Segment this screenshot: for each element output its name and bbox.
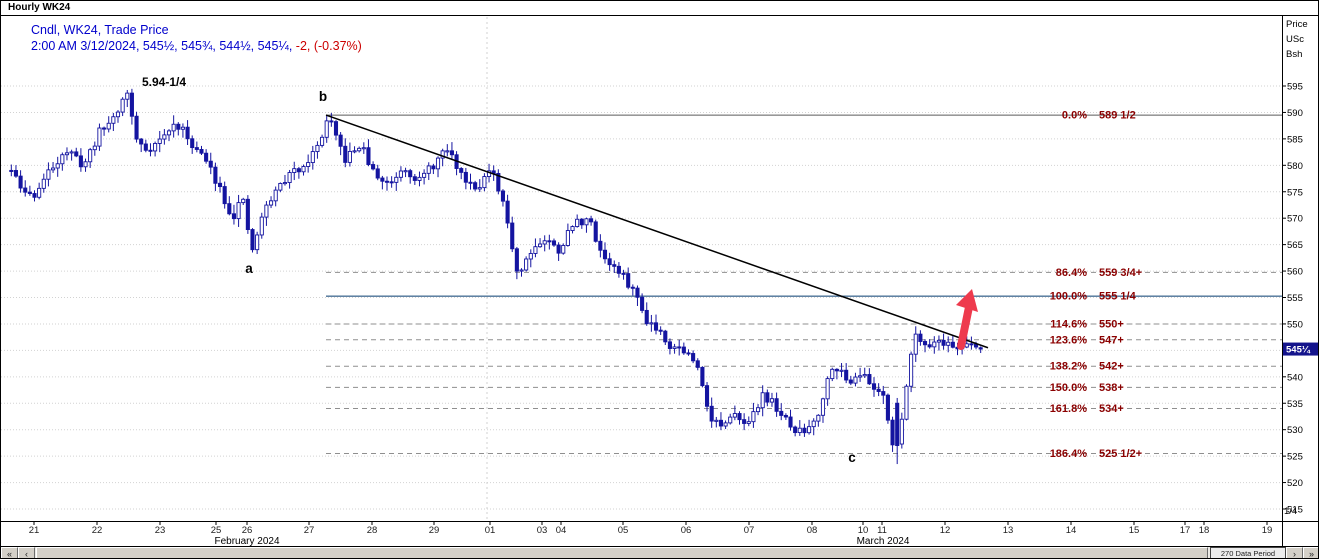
svg-text:17: 17	[1180, 525, 1191, 536]
axis-unit-usc: USc	[1286, 34, 1304, 45]
time-scrollbar[interactable]: « ‹ 270 Data Period › »	[1, 546, 1318, 558]
svg-text:06: 06	[681, 525, 692, 536]
svg-text:538+: 538+	[1099, 382, 1124, 394]
svg-text:21: 21	[29, 525, 40, 536]
svg-text:a: a	[245, 261, 253, 276]
svg-text:01: 01	[485, 525, 496, 536]
svg-text:560: 560	[1287, 267, 1303, 278]
svg-text:07: 07	[744, 525, 755, 536]
svg-text:565: 565	[1287, 240, 1303, 251]
svg-text:542+: 542+	[1099, 361, 1124, 373]
svg-text:28: 28	[367, 525, 378, 536]
svg-text:161.8%: 161.8%	[1050, 403, 1088, 415]
svg-text:535: 535	[1287, 399, 1303, 410]
svg-text:547+: 547+	[1099, 334, 1124, 346]
svg-text:c: c	[848, 450, 856, 465]
series-descriptor: Cndl, WK24, Trade Price	[31, 23, 169, 37]
svg-text:23: 23	[155, 525, 166, 536]
svg-text:555 1/4: 555 1/4	[1099, 291, 1137, 303]
svg-text:0.0%: 0.0%	[1062, 110, 1087, 122]
svg-text:22: 22	[92, 525, 103, 536]
svg-text:12: 12	[940, 525, 951, 536]
svg-text:534+: 534+	[1099, 403, 1124, 415]
svg-text:540: 540	[1287, 372, 1303, 383]
svg-text:150.0%: 150.0%	[1050, 382, 1088, 394]
svg-text:15: 15	[1129, 525, 1140, 536]
svg-text:18: 18	[1199, 525, 1210, 536]
svg-text:04: 04	[556, 525, 567, 536]
svg-text:530: 530	[1287, 425, 1303, 436]
svg-text:13: 13	[1003, 525, 1014, 536]
svg-text:b: b	[319, 89, 327, 104]
window-titlebar: Hourly WK24	[1, 1, 1318, 15]
svg-text:03: 03	[537, 525, 548, 536]
svg-text:525 1/2+: 525 1/2+	[1099, 448, 1142, 460]
svg-text:138.2%: 138.2%	[1050, 361, 1088, 373]
svg-text:March 2024: March 2024	[857, 536, 910, 547]
svg-text:585: 585	[1287, 134, 1303, 145]
svg-text:114.6%: 114.6%	[1050, 318, 1087, 330]
svg-text:86.4%: 86.4%	[1056, 267, 1087, 279]
scroll-first-button[interactable]: «	[1, 547, 18, 558]
svg-text:545¼: 545¼	[1286, 345, 1311, 356]
svg-text:186.4%: 186.4%	[1050, 448, 1088, 460]
svg-text:05: 05	[618, 525, 629, 536]
axis-tick-size-label: 1/4	[1284, 506, 1298, 517]
svg-text:575: 575	[1287, 187, 1303, 198]
svg-text:559 3/4+: 559 3/4+	[1099, 267, 1142, 279]
quote-line: 2:00 AM 3/12/2024, 545½, 545¾, 544½, 545…	[31, 38, 362, 54]
scrollbar-thumb[interactable]	[36, 547, 1208, 558]
svg-text:525: 525	[1287, 452, 1303, 463]
quote-ohlc: 2:00 AM 3/12/2024, 545½, 545¾, 544½, 545…	[31, 39, 293, 53]
axis-unit-bsh: Bsh	[1286, 49, 1303, 60]
svg-text:515: 515	[1287, 505, 1303, 516]
svg-text:11: 11	[877, 525, 887, 536]
scroll-prev-button[interactable]: ‹	[18, 547, 35, 558]
svg-text:590: 590	[1287, 108, 1303, 119]
svg-text:595: 595	[1287, 82, 1303, 93]
quote-change: -2, (-0.37%)	[292, 39, 362, 53]
svg-text:10: 10	[858, 525, 869, 536]
svg-text:29: 29	[429, 525, 440, 536]
svg-text:14: 14	[1066, 525, 1077, 536]
scroll-last-button[interactable]: »	[1303, 547, 1318, 558]
chart-legend: Cndl, WK24, Trade Price 2:00 AM 3/12/202…	[31, 22, 362, 54]
svg-text:5.94-1/4: 5.94-1/4	[142, 75, 186, 89]
svg-text:25: 25	[211, 525, 222, 536]
svg-text:570: 570	[1287, 214, 1303, 225]
svg-text:123.6%: 123.6%	[1050, 334, 1088, 346]
svg-text:26: 26	[242, 525, 253, 536]
svg-text:27: 27	[304, 525, 315, 536]
price-axis-units: Price USc Bsh	[1286, 17, 1308, 62]
window-title: Hourly WK24	[8, 2, 71, 13]
svg-text:100.0%: 100.0%	[1050, 291, 1088, 303]
axis-unit-price: Price	[1286, 19, 1308, 30]
svg-text:550+: 550+	[1099, 318, 1124, 330]
svg-text:589 1/2: 589 1/2	[1099, 110, 1136, 122]
svg-text:580: 580	[1287, 161, 1303, 172]
data-period-button[interactable]: 270 Data Period	[1210, 547, 1286, 558]
svg-text:555: 555	[1287, 293, 1303, 304]
svg-text:520: 520	[1287, 478, 1303, 489]
svg-text:08: 08	[807, 525, 818, 536]
scrollbar-track[interactable]	[35, 547, 1210, 558]
svg-text:19: 19	[1262, 525, 1273, 536]
svg-text:550: 550	[1287, 319, 1303, 330]
svg-text:February 2024: February 2024	[214, 536, 279, 547]
scroll-next-button[interactable]: ›	[1286, 547, 1303, 558]
